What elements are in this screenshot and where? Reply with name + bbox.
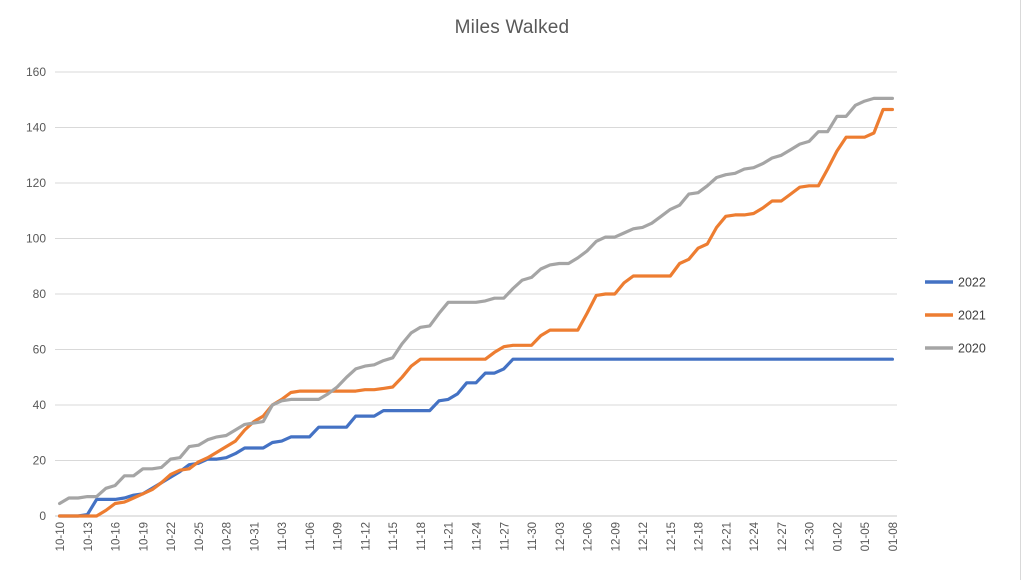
x-tick-label: 11-06: [305, 522, 317, 551]
x-tick-label: 11-03: [277, 522, 289, 551]
x-tick-label: 12-21: [721, 522, 733, 551]
x-tick-label: 11-21: [444, 522, 456, 551]
x-tick-label: 11-15: [388, 522, 400, 551]
legend-item-2020: 2020: [925, 342, 986, 356]
y-tick-label: 0: [39, 509, 46, 523]
x-tick-label: 11-30: [527, 522, 539, 551]
x-tick-label: 10-25: [194, 522, 206, 551]
x-tick-label: 10-16: [111, 522, 123, 551]
x-tick-label: 12-24: [749, 521, 761, 551]
y-tick-label: 120: [26, 176, 46, 190]
x-tick-label: 11-18: [416, 522, 428, 551]
x-tick-label: 10-13: [83, 522, 95, 551]
x-tick-label: 12-06: [583, 522, 595, 551]
x-tick-label: 11-09: [333, 522, 345, 551]
y-tick-label: 80: [33, 287, 47, 301]
legend-item-2022: 2022: [925, 276, 986, 290]
series-line-2020: [58, 96, 894, 506]
x-tick-label: 12-03: [555, 522, 567, 551]
x-tick-label: 10-19: [138, 522, 150, 551]
x-tick-label: 12-30: [805, 522, 817, 551]
x-tick-label: 12-15: [666, 522, 678, 551]
y-tick-label: 20: [33, 454, 47, 468]
x-tick-label: 01-05: [860, 522, 872, 551]
y-tick-label: 40: [33, 398, 47, 412]
y-tick-label: 140: [26, 121, 46, 135]
x-tick-label: 10-28: [222, 522, 234, 551]
x-tick-label: 12-09: [610, 522, 622, 551]
x-tick-label: 11-27: [499, 522, 511, 551]
legend-label-2020: 2020: [958, 342, 986, 356]
legend-label-2022: 2022: [958, 276, 986, 290]
series-line-2022: [58, 357, 894, 518]
chart-title: Miles Walked: [454, 17, 570, 38]
x-tick-label: 11-24: [472, 521, 484, 550]
y-tick-label: 160: [26, 65, 46, 79]
x-tick-label: 01-08: [888, 522, 900, 551]
x-tick-label: 12-27: [777, 522, 789, 551]
x-tick-label: 12-12: [638, 522, 650, 551]
x-tick-label: 11-12: [360, 522, 372, 551]
legend-item-2021: 2021: [925, 309, 986, 323]
y-tick-label: 100: [26, 232, 46, 246]
series-line-2021: [58, 107, 894, 518]
x-tick-label: 12-18: [694, 522, 706, 551]
x-tick-label: 10-10: [55, 522, 67, 551]
x-tick-label: 10-22: [166, 522, 178, 551]
y-tick-label: 60: [33, 343, 47, 357]
x-tick-label: 10-31: [249, 522, 261, 551]
legend-label-2021: 2021: [958, 309, 986, 323]
x-tick-label: 01-02: [832, 522, 844, 551]
